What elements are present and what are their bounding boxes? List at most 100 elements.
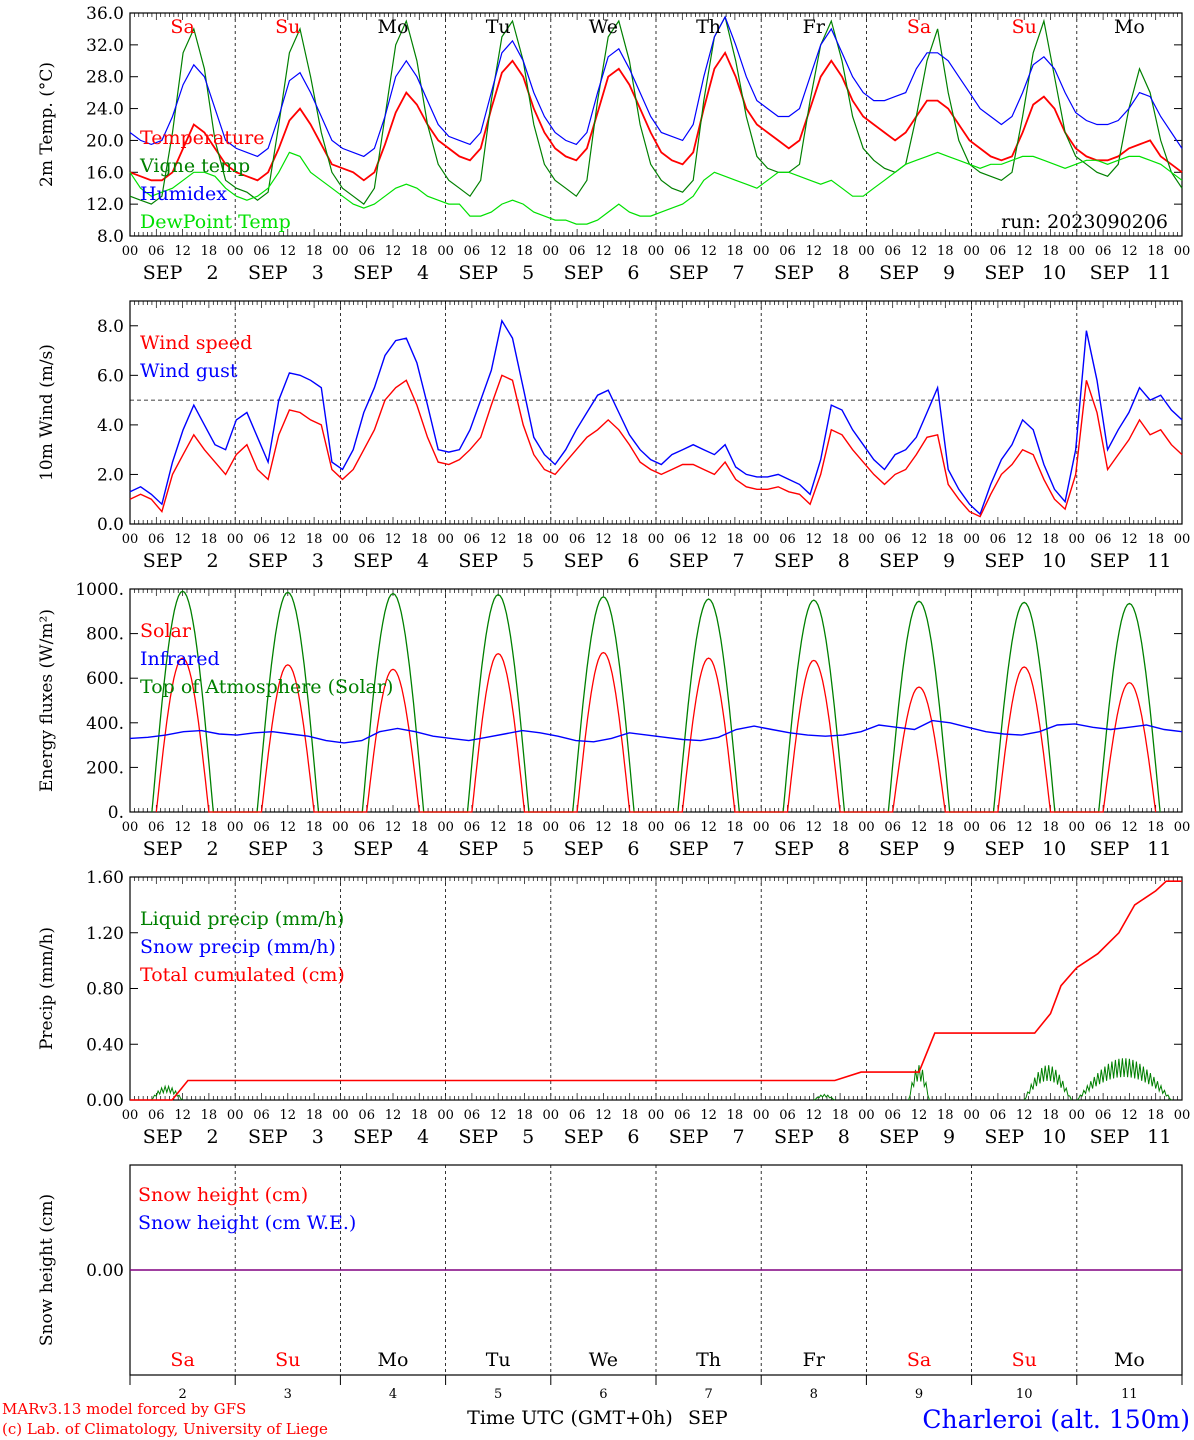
weekday-label: Sa xyxy=(907,1349,931,1371)
day-label: 9 xyxy=(943,550,955,572)
month-label: SEP xyxy=(248,1126,288,1148)
y-tick-label: 32.0 xyxy=(86,36,124,56)
hour-label: 06 xyxy=(990,1108,1007,1123)
hour-label: 12 xyxy=(700,1108,717,1123)
month-label: SEP xyxy=(669,550,709,572)
day-label: 5 xyxy=(522,838,534,860)
hour-label: 18 xyxy=(306,820,323,835)
y-tick-label: 8.0 xyxy=(97,227,124,247)
y-tick-label: 1.60 xyxy=(86,868,124,888)
series-line-vigne-temp xyxy=(129,15,1183,205)
hour-label: 06 xyxy=(1095,820,1112,835)
weekday-label: Su xyxy=(1012,16,1037,38)
hour-label: 00 xyxy=(648,820,665,835)
hour-label: 00 xyxy=(753,532,770,547)
hour-label: 00 xyxy=(1174,532,1191,547)
hour-label: 00 xyxy=(963,820,980,835)
y-tick-label: 200. xyxy=(86,758,124,778)
hour-label: 00 xyxy=(1069,820,1086,835)
hour-label: 00 xyxy=(227,532,244,547)
month-label: SEP xyxy=(669,1126,709,1148)
month-label: SEP xyxy=(143,262,183,284)
weekday-label: Sa xyxy=(170,1349,194,1371)
plot-frame xyxy=(129,588,1183,813)
hour-label: 00 xyxy=(227,1108,244,1123)
y-tick-label: 28.0 xyxy=(86,68,124,88)
hour-label: 00 xyxy=(753,244,770,259)
y-tick-label: 6.0 xyxy=(97,366,124,386)
hour-label: 00 xyxy=(963,244,980,259)
month-label: SEP xyxy=(564,838,604,860)
station-name: Charleroi (alt. 150m) xyxy=(922,1405,1190,1434)
y-tick-label: 16.0 xyxy=(86,163,124,183)
month-label: SEP xyxy=(353,262,393,284)
legend-entry: Humidex xyxy=(140,183,227,205)
model-credit: MARv3.13 model forced by GFS xyxy=(2,1400,246,1418)
hour-label: 12 xyxy=(806,532,823,547)
day-label: 2 xyxy=(207,262,219,284)
weekday-label: Mo xyxy=(1114,1349,1145,1371)
hour-label: 12 xyxy=(595,532,612,547)
hour-label: 00 xyxy=(858,820,875,835)
day-label: 2 xyxy=(207,550,219,572)
legend-entry: Wind gust xyxy=(140,360,238,382)
hour-label: 06 xyxy=(990,532,1007,547)
hour-label: 06 xyxy=(1095,244,1112,259)
hour-label: 12 xyxy=(806,1108,823,1123)
hour-label: 18 xyxy=(201,244,218,259)
day-label: 11 xyxy=(1147,550,1171,572)
hour-label: 00 xyxy=(858,532,875,547)
hour-label: 18 xyxy=(937,820,954,835)
day-label: 3 xyxy=(312,838,324,860)
hour-label: 12 xyxy=(1121,244,1138,259)
hour-label: 18 xyxy=(516,1108,533,1123)
month-label: SEP xyxy=(1090,1126,1130,1148)
hour-label: 00 xyxy=(122,532,139,547)
y-tick-label: 400. xyxy=(86,714,124,734)
hour-label: 12 xyxy=(490,1108,507,1123)
hour-label: 12 xyxy=(490,532,507,547)
hour-label: 06 xyxy=(253,244,270,259)
hour-label: 06 xyxy=(884,1108,901,1123)
hour-label: 12 xyxy=(280,244,297,259)
hour-label: 06 xyxy=(464,532,481,547)
day-label: 8 xyxy=(838,262,850,284)
hour-label: 12 xyxy=(700,820,717,835)
y-tick-label: 4.0 xyxy=(97,416,124,436)
hour-label: 18 xyxy=(621,1108,638,1123)
y-tick-label: 1000. xyxy=(75,580,124,600)
hour-label: 06 xyxy=(148,820,165,835)
day-label: 9 xyxy=(943,262,955,284)
hour-label: 06 xyxy=(884,532,901,547)
hour-label: 00 xyxy=(332,1108,349,1123)
day-label: 8 xyxy=(838,838,850,860)
y-tick-label: 600. xyxy=(86,669,124,689)
hour-label: 00 xyxy=(753,820,770,835)
day-label: 7 xyxy=(704,1387,712,1402)
hour-label: 18 xyxy=(1147,244,1164,259)
hour-label: 18 xyxy=(411,244,428,259)
day-label: 5 xyxy=(494,1387,502,1402)
series-line-dewpoint-temp xyxy=(129,151,1183,225)
weekday-label: Su xyxy=(1012,1349,1037,1371)
hour-label: 12 xyxy=(1016,532,1033,547)
weekday-label: Mo xyxy=(1114,16,1145,38)
month-label: SEP xyxy=(248,838,288,860)
day-label: 3 xyxy=(312,262,324,284)
day-label: 3 xyxy=(284,1387,292,1402)
hour-label: 06 xyxy=(1095,1108,1112,1123)
hour-label: 06 xyxy=(569,244,586,259)
hour-label: 18 xyxy=(832,1108,849,1123)
hour-label: 12 xyxy=(1121,1108,1138,1123)
series-line-liquid-precip xyxy=(1076,1058,1172,1101)
hour-label: 06 xyxy=(990,244,1007,259)
y-tick-label: 0.80 xyxy=(86,980,124,1000)
hour-label: 18 xyxy=(621,244,638,259)
month-label: SEP xyxy=(1090,838,1130,860)
hour-label: 06 xyxy=(464,244,481,259)
hour-label: 12 xyxy=(174,820,191,835)
hour-label: 00 xyxy=(122,820,139,835)
legend-entry: Liquid precip (mm/h) xyxy=(140,908,344,930)
weekday-label: Tu xyxy=(486,16,511,38)
